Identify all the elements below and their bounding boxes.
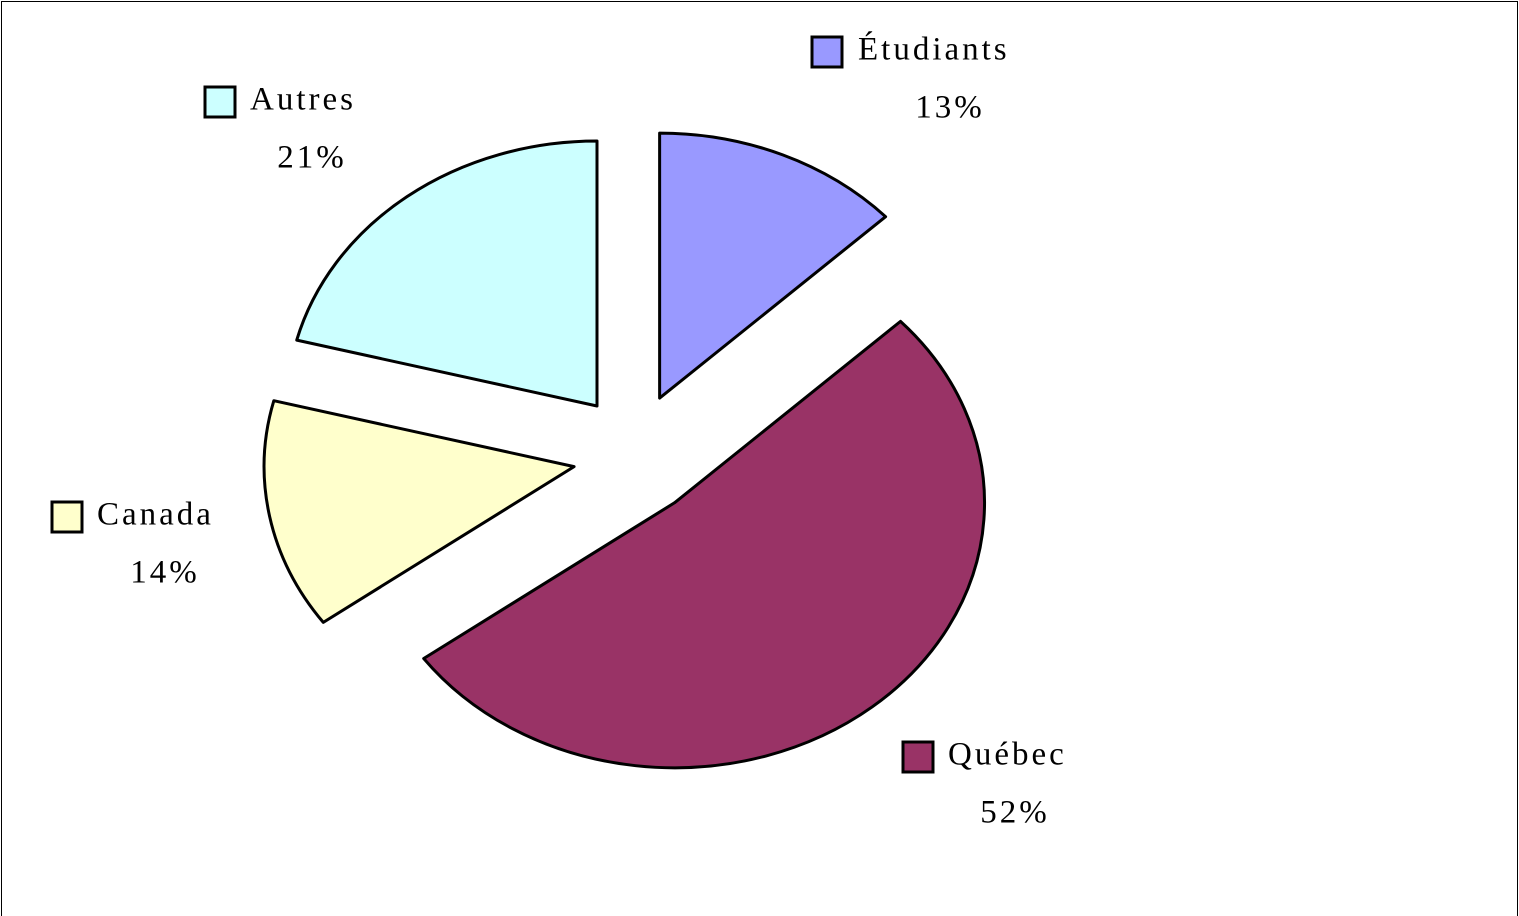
legend-swatch (203, 85, 237, 119)
slice-label: Étudiants (858, 31, 1010, 68)
legend-swatch (901, 740, 935, 774)
slice-value-label: 13% (915, 90, 985, 126)
slice-value-label: 21% (277, 140, 347, 176)
pie-slice (295, 139, 599, 408)
slice-value-label: 14% (130, 555, 200, 591)
slice-value-label: 52% (980, 795, 1050, 831)
pie-slice (658, 131, 888, 400)
legend-swatch (50, 500, 84, 534)
legend-swatch (810, 35, 844, 69)
slice-label: Autres (250, 82, 356, 118)
pie-slice (262, 399, 576, 624)
slice-label: Québec (948, 737, 1067, 773)
pie-slice (422, 319, 987, 770)
slice-label: Canada (97, 497, 214, 533)
